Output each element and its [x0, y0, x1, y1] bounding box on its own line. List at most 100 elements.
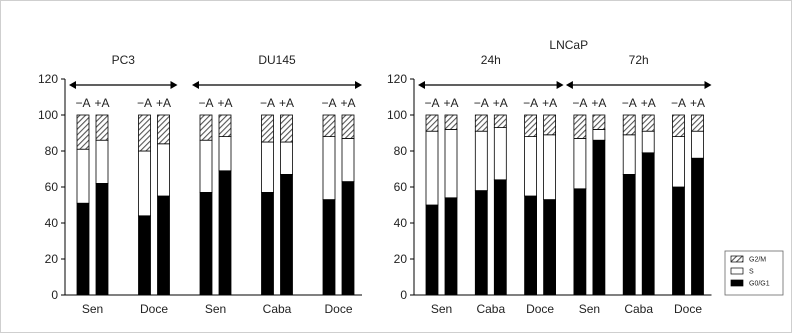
- bar-segment-s: [76, 148, 90, 204]
- bar-segment-g2m: [672, 114, 685, 138]
- bar-segment-g2m: [524, 114, 537, 138]
- condition-label: −A: [260, 96, 275, 110]
- bar-segment-g2m: [691, 114, 704, 132]
- bar-segment-g2m: [444, 114, 458, 130]
- bar-segment-s: [691, 130, 704, 159]
- arrow-right-head: [556, 81, 564, 89]
- bar-segment-s: [474, 130, 488, 191]
- legend-swatch-g2m: [730, 255, 744, 263]
- group-label: PC3: [112, 53, 136, 67]
- group-label: 24h: [481, 53, 501, 67]
- category-label: Doce: [526, 302, 554, 316]
- condition-label: +A: [279, 96, 294, 110]
- condition-label: −A: [622, 96, 637, 110]
- y-tick-label: 80: [45, 144, 59, 158]
- y-tick-label: 0: [400, 288, 407, 302]
- bar-segment-s: [592, 128, 606, 141]
- bar-segment-g0g1: [280, 173, 293, 296]
- legend-label: S: [749, 269, 754, 276]
- arrow-left-head: [69, 81, 76, 89]
- bar-segment-s: [138, 150, 151, 217]
- bar-segment-g2m: [573, 114, 587, 139]
- arrow-left-head: [192, 81, 199, 89]
- category-label: Sen: [205, 302, 226, 316]
- bar-segment-g0g1: [138, 215, 151, 296]
- y-tick-label: 60: [45, 180, 59, 194]
- bar-segment-g0g1: [691, 157, 704, 296]
- condition-label: +A: [641, 96, 656, 110]
- bar-segment-g2m: [543, 114, 556, 136]
- category-label: Doce: [674, 302, 702, 316]
- bar-segment-g2m: [474, 114, 488, 132]
- group-label: DU145: [258, 53, 296, 67]
- bar-segment-s: [573, 137, 587, 190]
- bar-segment-s: [672, 136, 685, 188]
- condition-label: −A: [198, 96, 213, 110]
- bar-segment-g0g1: [474, 190, 488, 296]
- arrow-left-head: [565, 81, 573, 89]
- bar-segment-g0g1: [341, 181, 355, 296]
- bar-segment-s: [218, 136, 232, 172]
- bar-segment-s: [157, 143, 170, 197]
- legend-label: G0/G1: [749, 281, 770, 288]
- bar-segment-g2m: [425, 114, 439, 132]
- condition-label: +A: [94, 96, 109, 110]
- condition-label: −A: [75, 96, 90, 110]
- condition-label: +A: [591, 96, 606, 110]
- condition-label: −A: [137, 96, 152, 110]
- bar-segment-s: [641, 130, 655, 154]
- category-label: Caba: [476, 302, 505, 316]
- category-label: Sen: [579, 302, 600, 316]
- arrow-right-head: [355, 81, 362, 89]
- y-tick-label: 100: [38, 108, 58, 122]
- group-label: 72h: [629, 53, 649, 67]
- bar-segment-g0g1: [524, 195, 537, 296]
- y-tick-label: 40: [394, 216, 408, 230]
- bar-segment-g2m: [592, 114, 606, 130]
- condition-label: +A: [493, 96, 508, 110]
- arrow-left-head: [418, 81, 425, 89]
- bar-segment-g2m: [280, 114, 293, 143]
- y-tick-label: 120: [387, 72, 407, 86]
- y-tick-label: 60: [394, 180, 408, 194]
- bar-segment-s: [622, 134, 636, 175]
- bar-segment-g0g1: [76, 202, 90, 296]
- condition-label: −A: [671, 96, 686, 110]
- bar-segment-g0g1: [157, 195, 170, 296]
- y-tick-label: 120: [38, 72, 58, 86]
- bar-segment-g0g1: [672, 186, 685, 296]
- category-label: Caba: [263, 302, 292, 316]
- bar-segment-g0g1: [641, 152, 655, 296]
- category-label: Doce: [324, 302, 352, 316]
- legend-label: G2/M: [749, 257, 766, 264]
- condition-label: −A: [474, 96, 489, 110]
- condition-label: +A: [443, 96, 458, 110]
- bar-segment-s: [493, 127, 507, 181]
- bar-segment-g2m: [95, 114, 109, 141]
- y-tick-label: 100: [387, 108, 407, 122]
- condition-label: −A: [321, 96, 336, 110]
- bar-segment-g2m: [493, 114, 507, 128]
- bar-segment-s: [425, 130, 439, 206]
- bar-segment-g0g1: [218, 170, 232, 296]
- bar-segment-g2m: [157, 114, 170, 145]
- bar-segment-g2m: [138, 114, 151, 152]
- condition-label: +A: [156, 96, 171, 110]
- arrow-right-head: [704, 81, 712, 89]
- condition-label: +A: [217, 96, 232, 110]
- bar-segment-g2m: [641, 114, 655, 132]
- left-chart-panel: 0 20 40 60 80 100 120 −A +A −A +A −A +A −A +A −A +A Sen Do…: [38, 53, 362, 316]
- y-tick-label: 20: [394, 252, 408, 266]
- bar-segment-g2m: [76, 114, 90, 150]
- bar-segment-g0g1: [543, 199, 556, 296]
- bar-segment-s: [261, 141, 274, 193]
- condition-label: −A: [424, 96, 439, 110]
- bar-segment-g0g1: [622, 173, 636, 296]
- bar-segment-g2m: [261, 114, 274, 143]
- bar-segment-g0g1: [425, 204, 439, 296]
- bar-segment-g0g1: [95, 182, 109, 296]
- legend-swatch-g0g1: [730, 279, 744, 287]
- bar-segment-g0g1: [444, 197, 458, 296]
